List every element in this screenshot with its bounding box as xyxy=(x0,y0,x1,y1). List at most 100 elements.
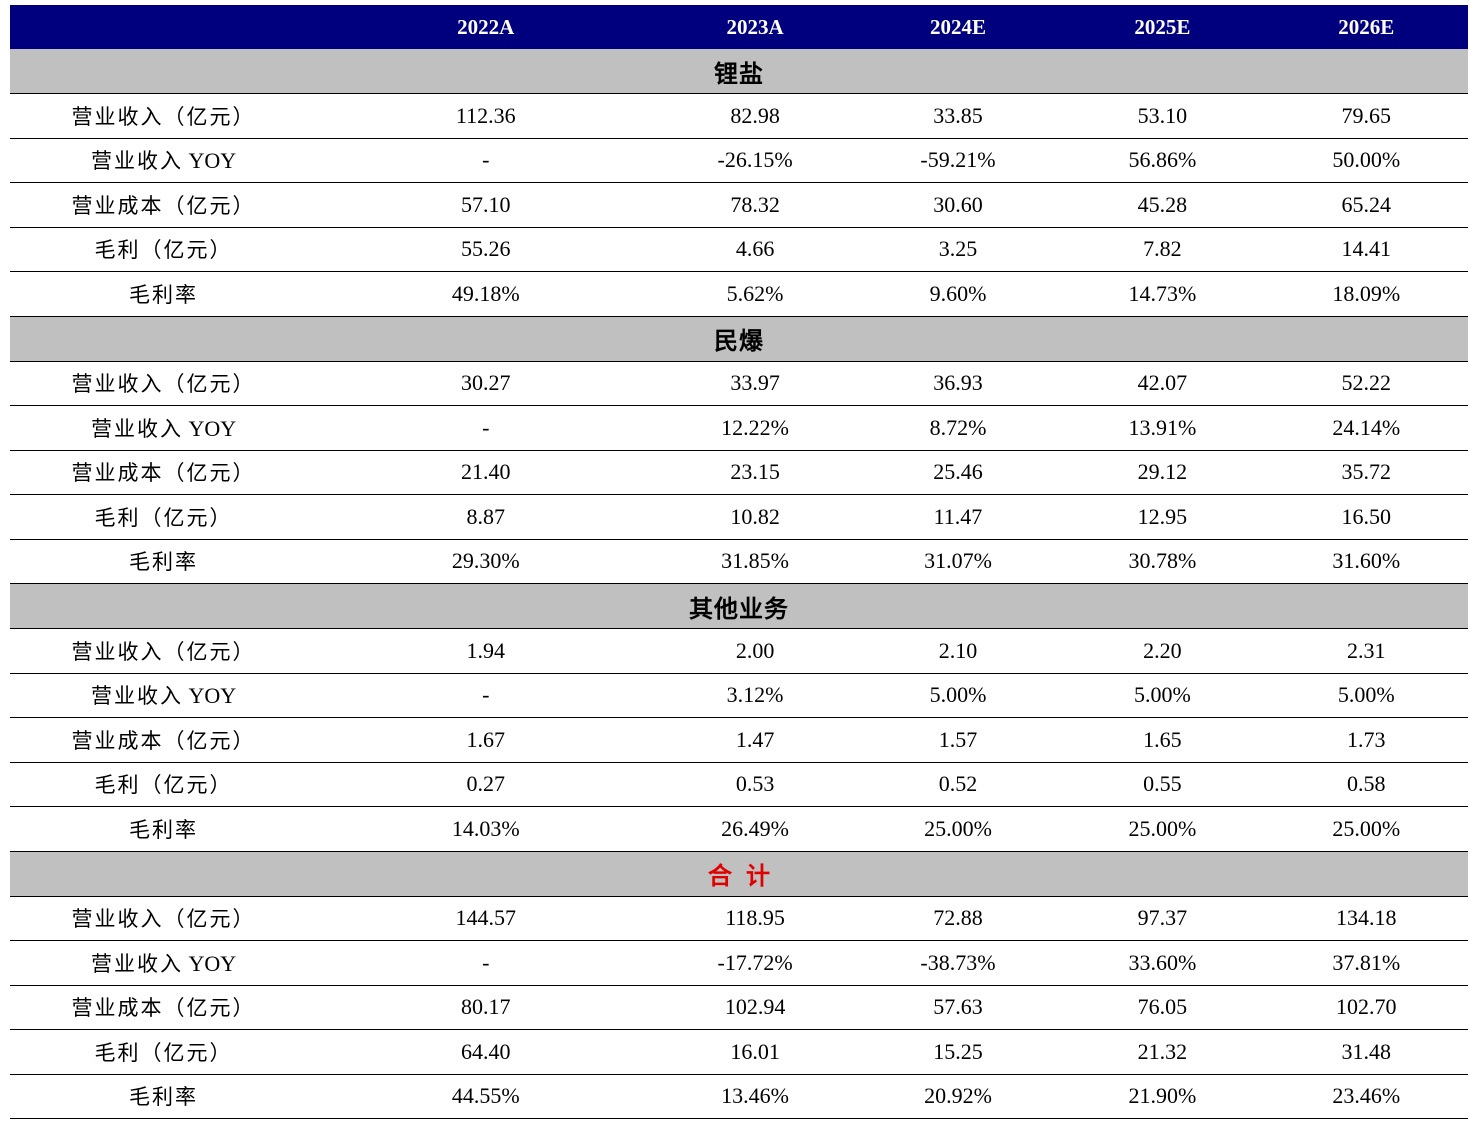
value-cell-2025e: 21.32 xyxy=(1060,1029,1265,1075)
value-cell-2023a: 33.97 xyxy=(654,361,856,406)
section-header-total: 合计 xyxy=(10,851,1468,897)
table-row-total-cost: 营业成本（亿元） 80.17 102.94 57.63 76.05 102.70 xyxy=(10,985,1468,1030)
value-cell-2023a: 118.95 xyxy=(654,896,856,941)
value-cell-2022a: 64.40 xyxy=(317,1029,655,1075)
value-cell-2026e: 79.65 xyxy=(1264,93,1468,139)
section-title-total: 合计 xyxy=(10,851,1468,897)
value-cell-2023a: 1.47 xyxy=(654,717,856,763)
value-cell-2024e: 11.47 xyxy=(855,494,1061,540)
value-cell-2022a: 29.30% xyxy=(317,539,655,584)
table-row-other-business-gross-margin: 毛利率 14.03% 26.49% 25.00% 25.00% 25.00% xyxy=(10,806,1468,852)
row-label-cost: 营业成本（亿元） xyxy=(10,450,318,495)
value-cell-2024e: 2.10 xyxy=(855,628,1061,674)
value-cell-2025e: 25.00% xyxy=(1060,806,1265,852)
value-cell-2025e: 76.05 xyxy=(1060,985,1265,1030)
value-cell-2024e: 33.85 xyxy=(855,93,1061,139)
table-row-lithium-salt-revenue: 营业收入（亿元） 112.36 82.98 33.85 53.10 79.65 xyxy=(10,93,1468,139)
value-cell-2022a: 1.67 xyxy=(317,717,655,763)
value-cell-2022a: - xyxy=(317,138,655,183)
value-cell-2024e: 1.57 xyxy=(855,717,1061,763)
row-label-latin-part: YOY xyxy=(182,950,237,976)
value-cell-2023a: 31.85% xyxy=(654,539,856,584)
value-cell-2025e: 0.55 xyxy=(1060,762,1265,807)
header-year-2022a: 2022A xyxy=(317,5,655,49)
section-header-civil-explosives: 民爆 xyxy=(10,316,1468,362)
table-row-total-revenue-yoy: 营业收入 YOY - -17.72% -38.73% 33.60% 37.81% xyxy=(10,940,1468,986)
value-cell-2023a: 12.22% xyxy=(654,405,856,451)
table-row-civil-explosives-cost: 营业成本（亿元） 21.40 23.15 25.46 29.12 35.72 xyxy=(10,450,1468,495)
table-row-lithium-salt-gross-profit: 毛利（亿元） 55.26 4.66 3.25 7.82 14.41 xyxy=(10,227,1468,272)
value-cell-2022a: 57.10 xyxy=(317,182,655,228)
value-cell-2022a: 8.87 xyxy=(317,494,655,540)
value-cell-2024e: 72.88 xyxy=(855,896,1061,941)
value-cell-2026e: 5.00% xyxy=(1264,673,1468,718)
value-cell-2024e: 30.60 xyxy=(855,182,1061,228)
value-cell-2026e: 35.72 xyxy=(1264,450,1468,495)
value-cell-2025e: 21.90% xyxy=(1060,1074,1265,1119)
value-cell-2022a: - xyxy=(317,940,655,986)
value-cell-2026e: 37.81% xyxy=(1264,940,1468,986)
row-label-gross-margin: 毛利率 xyxy=(10,271,318,317)
value-cell-2022a: - xyxy=(317,673,655,718)
value-cell-2024e: 5.00% xyxy=(855,673,1061,718)
value-cell-2023a: -26.15% xyxy=(654,138,856,183)
value-cell-2025e: 13.91% xyxy=(1060,405,1265,451)
value-cell-2026e: 50.00% xyxy=(1264,138,1468,183)
value-cell-2025e: 30.78% xyxy=(1060,539,1265,584)
financial-forecast-sheet: 2022A 2023A 2024E 2025E 2026E 锂盐 营业收入（亿元）… xyxy=(10,5,1468,1119)
row-label-gross-profit: 毛利（亿元） xyxy=(10,494,318,540)
value-cell-2022a: 1.94 xyxy=(317,628,655,674)
table-row-total-gross-margin: 毛利率 44.55% 13.46% 20.92% 21.90% 23.46% xyxy=(10,1074,1468,1119)
value-cell-2025e: 12.95 xyxy=(1060,494,1265,540)
value-cell-2026e: 102.70 xyxy=(1264,985,1468,1030)
value-cell-2022a: 144.57 xyxy=(317,896,655,941)
section-title-other-business: 其他业务 xyxy=(10,583,1468,629)
row-label-gross-margin: 毛利率 xyxy=(10,806,318,852)
value-cell-2026e: 23.46% xyxy=(1264,1074,1468,1119)
value-cell-2025e: 29.12 xyxy=(1060,450,1265,495)
value-cell-2023a: 16.01 xyxy=(654,1029,856,1075)
value-cell-2023a: 23.15 xyxy=(654,450,856,495)
value-cell-2022a: 14.03% xyxy=(317,806,655,852)
header-year-2024e: 2024E xyxy=(855,5,1061,49)
value-cell-2024e: 8.72% xyxy=(855,405,1061,451)
row-label-cost: 营业成本（亿元） xyxy=(10,182,318,228)
row-label-gross-margin: 毛利率 xyxy=(10,539,318,584)
table-row-civil-explosives-revenue: 营业收入（亿元） 30.27 33.97 36.93 42.07 52.22 xyxy=(10,361,1468,406)
value-cell-2024e: 31.07% xyxy=(855,539,1061,584)
value-cell-2023a: 26.49% xyxy=(654,806,856,852)
header-year-2025e: 2025E xyxy=(1060,5,1265,49)
value-cell-2024e: 3.25 xyxy=(855,227,1061,272)
value-cell-2022a: - xyxy=(317,405,655,451)
section-header-lithium-salt: 锂盐 xyxy=(10,49,1468,94)
value-cell-2023a: 13.46% xyxy=(654,1074,856,1119)
value-cell-2025e: 5.00% xyxy=(1060,673,1265,718)
value-cell-2026e: 18.09% xyxy=(1264,271,1468,317)
table-row-other-business-cost: 营业成本（亿元） 1.67 1.47 1.57 1.65 1.73 xyxy=(10,717,1468,763)
row-label-revenue: 营业收入（亿元） xyxy=(10,628,318,674)
value-cell-2025e: 97.37 xyxy=(1060,896,1265,941)
section-title-civil-explosives: 民爆 xyxy=(10,316,1468,362)
table-row-civil-explosives-gross-margin: 毛利率 29.30% 31.85% 31.07% 30.78% 31.60% xyxy=(10,539,1468,584)
row-label-gross-profit: 毛利（亿元） xyxy=(10,227,318,272)
row-label-revenue-yoy: 营业收入 YOY xyxy=(10,673,318,718)
value-cell-2025e: 1.65 xyxy=(1060,717,1265,763)
value-cell-2024e: 25.00% xyxy=(855,806,1061,852)
value-cell-2022a: 80.17 xyxy=(317,985,655,1030)
value-cell-2022a: 112.36 xyxy=(317,93,655,139)
row-label-latin-part: YOY xyxy=(182,148,237,174)
table-body: 锂盐 营业收入（亿元） 112.36 82.98 33.85 53.10 79.65 营业收入… xyxy=(10,49,1468,1119)
value-cell-2022a: 55.26 xyxy=(317,227,655,272)
section-header-other-business: 其他业务 xyxy=(10,583,1468,629)
table-row-civil-explosives-gross-profit: 毛利（亿元） 8.87 10.82 11.47 12.95 16.50 xyxy=(10,494,1468,540)
row-label-gross-profit: 毛利（亿元） xyxy=(10,1029,318,1075)
table-row-other-business-revenue: 营业收入（亿元） 1.94 2.00 2.10 2.20 2.31 xyxy=(10,628,1468,674)
value-cell-2024e: -59.21% xyxy=(855,138,1061,183)
value-cell-2026e: 25.00% xyxy=(1264,806,1468,852)
value-cell-2025e: 33.60% xyxy=(1060,940,1265,986)
value-cell-2023a: 0.53 xyxy=(654,762,856,807)
row-label-cost: 营业成本（亿元） xyxy=(10,717,318,763)
row-label-revenue-yoy: 营业收入 YOY xyxy=(10,940,318,986)
value-cell-2026e: 0.58 xyxy=(1264,762,1468,807)
value-cell-2026e: 24.14% xyxy=(1264,405,1468,451)
